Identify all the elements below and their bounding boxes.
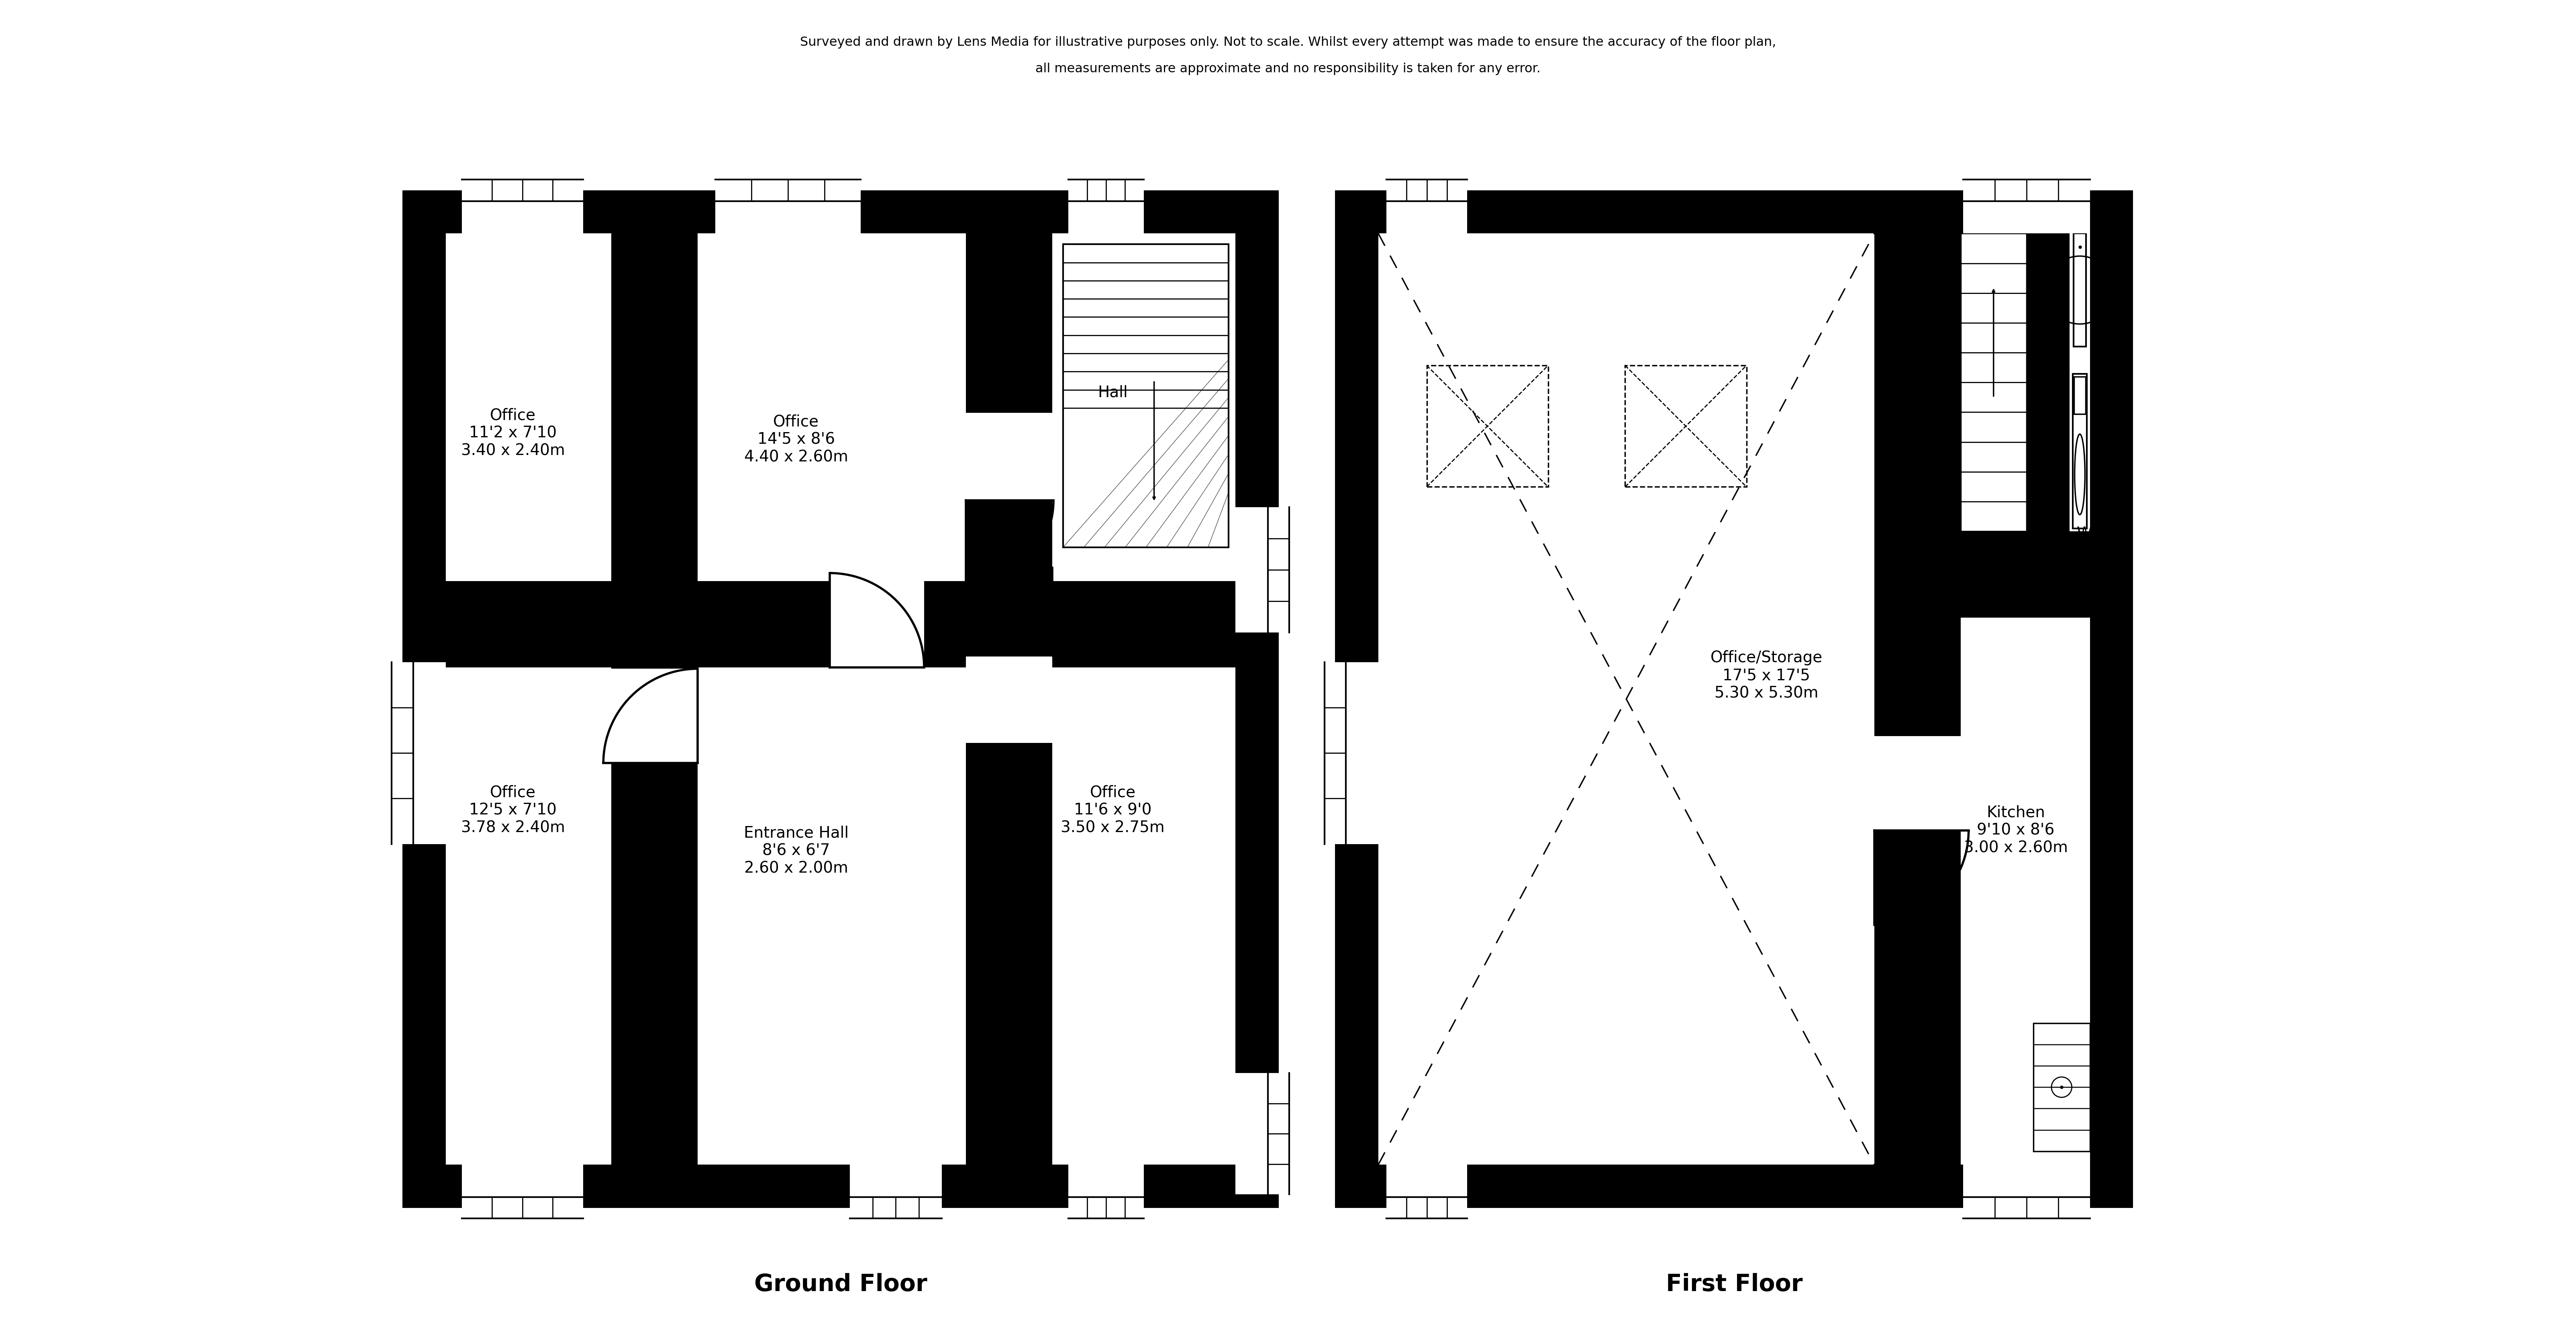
Bar	[1236, 1072, 1321, 1194]
Text: Office
11'2 x 7'10
3.40 x 2.40m: Office 11'2 x 7'10 3.40 x 2.40m	[461, 408, 564, 458]
Text: First Floor: First Floor	[1667, 1274, 1803, 1296]
Text: Entrance Hall
8'6 x 6'7
2.60 x 2.00m: Entrance Hall 8'6 x 6'7 2.60 x 2.00m	[744, 825, 848, 876]
Bar	[698, 667, 966, 1165]
Bar	[1960, 233, 2027, 531]
Bar	[2074, 373, 2087, 528]
Bar	[611, 669, 698, 763]
Bar	[461, 1165, 582, 1251]
Bar	[461, 147, 582, 233]
Bar	[446, 667, 611, 1165]
Bar	[446, 233, 611, 581]
Bar	[1386, 147, 1468, 233]
Bar	[1051, 667, 1236, 1165]
Text: Hall: Hall	[1097, 385, 1128, 400]
Bar	[1236, 507, 1321, 633]
Bar	[1960, 233, 2089, 531]
Bar	[1069, 1165, 1144, 1251]
Bar	[1960, 617, 2089, 1165]
Text: Kitchen
9'10 x 8'6
3.00 x 2.60m: Kitchen 9'10 x 8'6 3.00 x 2.60m	[1963, 805, 2069, 855]
Bar	[850, 1165, 943, 1251]
Bar	[1386, 1165, 1468, 1251]
Bar	[1293, 662, 1378, 843]
Text: Office
11'6 x 9'0
3.50 x 2.75m: Office 11'6 x 9'0 3.50 x 2.75m	[1061, 785, 1164, 835]
Bar	[1625, 365, 1747, 487]
Bar	[966, 655, 1051, 743]
Bar	[966, 413, 1051, 500]
Bar	[1963, 1165, 2089, 1251]
Bar	[402, 191, 1278, 1207]
Bar	[2074, 233, 2087, 347]
Bar	[2032, 1023, 2089, 1151]
Text: Surveyed and drawn by Lens Media for illustrative purposes only. Not to scale. W: Surveyed and drawn by Lens Media for ill…	[801, 36, 1775, 49]
Text: Office
14'5 x 8'6
4.40 x 2.60m: Office 14'5 x 8'6 4.40 x 2.60m	[744, 414, 848, 465]
Bar	[829, 581, 925, 667]
Text: Office/Storage
17'5 x 17'5
5.30 x 5.30m: Office/Storage 17'5 x 17'5 5.30 x 5.30m	[1710, 650, 1824, 700]
Text: Ground Floor: Ground Floor	[755, 1274, 927, 1296]
Bar	[698, 233, 966, 581]
Bar	[1963, 147, 2089, 233]
Bar	[1378, 233, 1875, 1165]
Bar	[2027, 233, 2069, 531]
Bar	[716, 147, 860, 233]
Bar	[1069, 147, 1144, 233]
Bar	[1051, 233, 1236, 581]
Bar	[1427, 365, 1548, 487]
Bar	[1334, 191, 2133, 1207]
Bar	[1875, 736, 1960, 830]
Text: WC: WC	[2076, 527, 2102, 542]
Bar	[2074, 377, 2087, 414]
Bar	[1064, 244, 1229, 547]
Bar	[361, 662, 446, 843]
Text: all measurements are approximate and no responsibility is taken for any error.: all measurements are approximate and no …	[1036, 62, 1540, 75]
Text: Office
12'5 x 7'10
3.78 x 2.40m: Office 12'5 x 7'10 3.78 x 2.40m	[461, 785, 564, 835]
